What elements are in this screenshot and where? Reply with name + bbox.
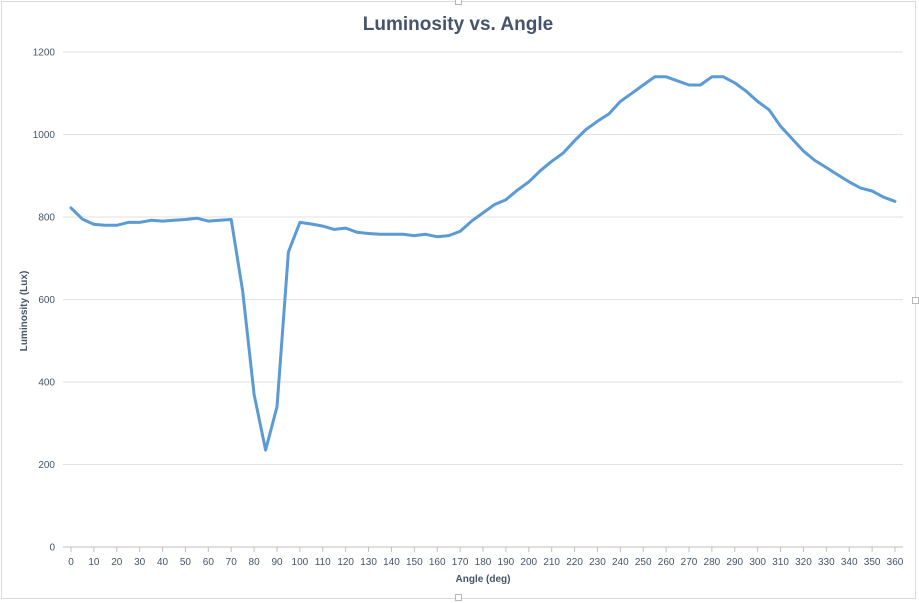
x-tick-label: 10: [88, 557, 100, 568]
y-axis-title: Luminosity (Lux): [19, 271, 30, 352]
y-tick-label: 400: [38, 378, 55, 389]
chart-title: Luminosity vs. Angle: [363, 14, 553, 35]
x-tick-label: 360: [887, 557, 904, 568]
x-tick-label: 120: [337, 557, 354, 568]
y-tick-label: 200: [38, 460, 55, 471]
x-tick-label: 50: [180, 557, 192, 568]
x-tick-label: 330: [818, 557, 835, 568]
gridlines: [63, 51, 903, 465]
y-tick-label: 0: [49, 543, 55, 554]
x-tick-label: 110: [315, 557, 331, 568]
y-tick-label: 800: [38, 213, 55, 224]
x-tick-label: 200: [520, 557, 537, 568]
x-tick-label: 320: [795, 557, 812, 568]
x-tick-label: 30: [134, 557, 146, 568]
x-tick-label: 260: [658, 557, 675, 568]
x-tick-label: 310: [772, 557, 789, 568]
x-tick-label: 20: [111, 557, 123, 568]
x-tick-label: 170: [452, 557, 469, 568]
series-line: [69, 75, 897, 452]
x-tick-label: 220: [566, 557, 583, 568]
y-tick-labels: 0 200 400 600 800 1000 1200: [33, 48, 56, 554]
y-tick-label: 1200: [33, 48, 56, 59]
x-tick-label: 270: [681, 557, 698, 568]
x-tick-label: 150: [406, 557, 423, 568]
x-tick-label: 70: [226, 557, 238, 568]
resize-handle-bottom[interactable]: [455, 594, 462, 601]
x-tick-label: 100: [292, 557, 309, 568]
x-tick-label: 350: [864, 557, 881, 568]
x-tick-label: 0: [68, 557, 74, 568]
x-tick-label: 130: [360, 557, 377, 568]
x-tick-label: 60: [203, 557, 215, 568]
x-tick-label: 180: [475, 557, 492, 568]
x-tick-label: 290: [726, 557, 743, 568]
x-tick-label: 300: [749, 557, 766, 568]
x-tick-label: 40: [157, 557, 169, 568]
series: [69, 75, 897, 452]
x-tick-labels: 0 10 20 30 40 50 60 70 80 90 100 110 120 130 140 150 160…: [68, 557, 904, 568]
resize-handle-top[interactable]: [455, 0, 462, 5]
y-tick-label: 1000: [33, 130, 56, 141]
x-tick-label: 140: [383, 557, 400, 568]
x-tick-label: 240: [612, 557, 629, 568]
x-tick-label: 340: [841, 557, 858, 568]
x-tick-label: 90: [271, 557, 283, 568]
x-tick-label: 80: [249, 557, 261, 568]
x-tick-label: 250: [635, 557, 652, 568]
x-tick-label: 230: [589, 557, 606, 568]
x-tick-label: 210: [543, 557, 560, 568]
x-tick-label: 190: [498, 557, 515, 568]
y-tick-label: 600: [38, 295, 55, 306]
x-tick-label: 280: [704, 557, 721, 568]
axes: [63, 546, 903, 552]
x-axis-title: Angle (deg): [456, 574, 511, 585]
x-tick-label: 160: [429, 557, 446, 568]
